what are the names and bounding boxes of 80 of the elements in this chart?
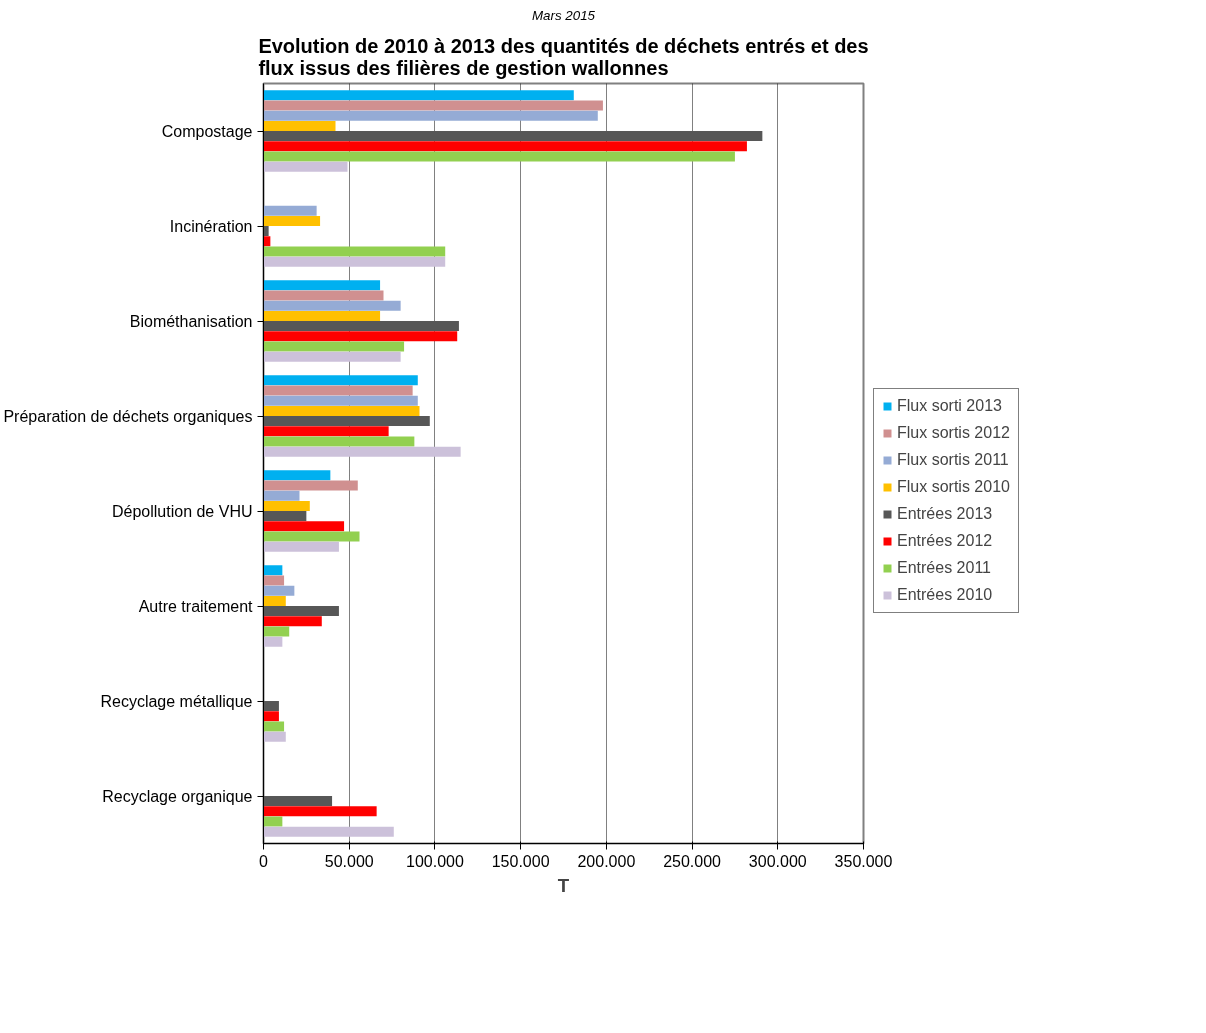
- bar: [263, 205, 317, 216]
- bar: [263, 636, 283, 647]
- bar: [263, 531, 360, 542]
- bar: [263, 436, 415, 447]
- bar: [263, 826, 394, 837]
- y-tick-label: Autre traitement: [138, 597, 254, 615]
- bar: [263, 310, 381, 321]
- bar: [263, 816, 283, 827]
- bar: [263, 616, 322, 627]
- bar: [263, 585, 295, 596]
- text: Mars 2015: [532, 7, 596, 23]
- x-tick-label: 150.000: [491, 852, 550, 870]
- bar: [263, 375, 418, 386]
- bar: [263, 100, 603, 111]
- y-tick-label: Recyclage organique: [102, 787, 253, 805]
- y-tick-label: Préparation de déchets organiques: [3, 407, 253, 425]
- legend-label: Flux sorti 2013: [897, 397, 1002, 415]
- bar: [263, 796, 333, 807]
- bar: [263, 321, 459, 332]
- bar: [263, 246, 446, 257]
- legend-label: Entrées 2011: [897, 559, 991, 577]
- bar: [263, 575, 285, 586]
- bar: [263, 141, 747, 152]
- legend-label: Flux sortis 2011: [897, 451, 1009, 469]
- bar: [263, 395, 418, 406]
- x-tick-label: 250.000: [663, 852, 722, 870]
- bar: [263, 511, 307, 522]
- bar: [263, 731, 286, 742]
- bar: [263, 331, 458, 342]
- y-tick-label: Recyclage métallique: [100, 692, 253, 710]
- bar: [263, 90, 574, 101]
- bar: [263, 626, 290, 637]
- legend-label: Entrées 2013: [897, 505, 993, 523]
- bar: [263, 385, 413, 396]
- bar: [263, 470, 331, 481]
- chart-title: Evolution de 2010 à 2013 des quantités de déchets entrés et des flux issus des filières de gestion wallonnes: [258, 34, 869, 79]
- bar: [263, 426, 389, 437]
- y-tick-label: Incinération: [169, 217, 253, 235]
- bar: [263, 565, 283, 576]
- bar: [263, 606, 339, 617]
- x-tick-label: 50.000: [324, 852, 374, 870]
- y-tick-label: Biométhanisation: [129, 312, 253, 330]
- bar: [263, 215, 321, 226]
- bar: [263, 280, 381, 291]
- bar: [263, 341, 405, 352]
- bar: [263, 416, 430, 427]
- bar: [263, 161, 348, 172]
- bar: [263, 151, 735, 162]
- bar: [263, 300, 401, 311]
- bar: [263, 110, 598, 121]
- bar: [263, 226, 269, 237]
- x-axis-title: T: [557, 874, 570, 896]
- x-tick-label: 350.000: [834, 852, 893, 870]
- x-tick-label: 100.000: [406, 852, 464, 870]
- bar: [263, 721, 285, 732]
- legend-label: Entrées 2012: [897, 532, 993, 550]
- bar: [263, 446, 461, 457]
- x-tick-label: 300.000: [748, 852, 807, 870]
- bar: [263, 541, 339, 552]
- bar: [263, 351, 401, 362]
- bar: [263, 490, 300, 501]
- x-tick-label: 0: [259, 852, 269, 870]
- bar: [263, 131, 763, 142]
- y-tick-label: Dépollution de VHU: [111, 502, 253, 520]
- bar: [263, 480, 358, 491]
- bar: [263, 806, 377, 817]
- bar: [263, 290, 384, 301]
- bar: [263, 120, 336, 131]
- y-tick-label: Compostage: [161, 122, 253, 140]
- bar: [263, 711, 279, 722]
- legend-label: Entrées 2010: [897, 586, 993, 604]
- x-tick-label: 200.000: [577, 852, 636, 870]
- bar: [263, 595, 286, 606]
- bar: [263, 521, 345, 532]
- legend-label: Flux sortis 2010: [897, 478, 1010, 496]
- bar: [263, 701, 279, 712]
- legend-label: Flux sortis 2012: [897, 424, 1010, 442]
- bar: [263, 405, 420, 416]
- bar: [263, 500, 310, 511]
- bar: [263, 256, 446, 267]
